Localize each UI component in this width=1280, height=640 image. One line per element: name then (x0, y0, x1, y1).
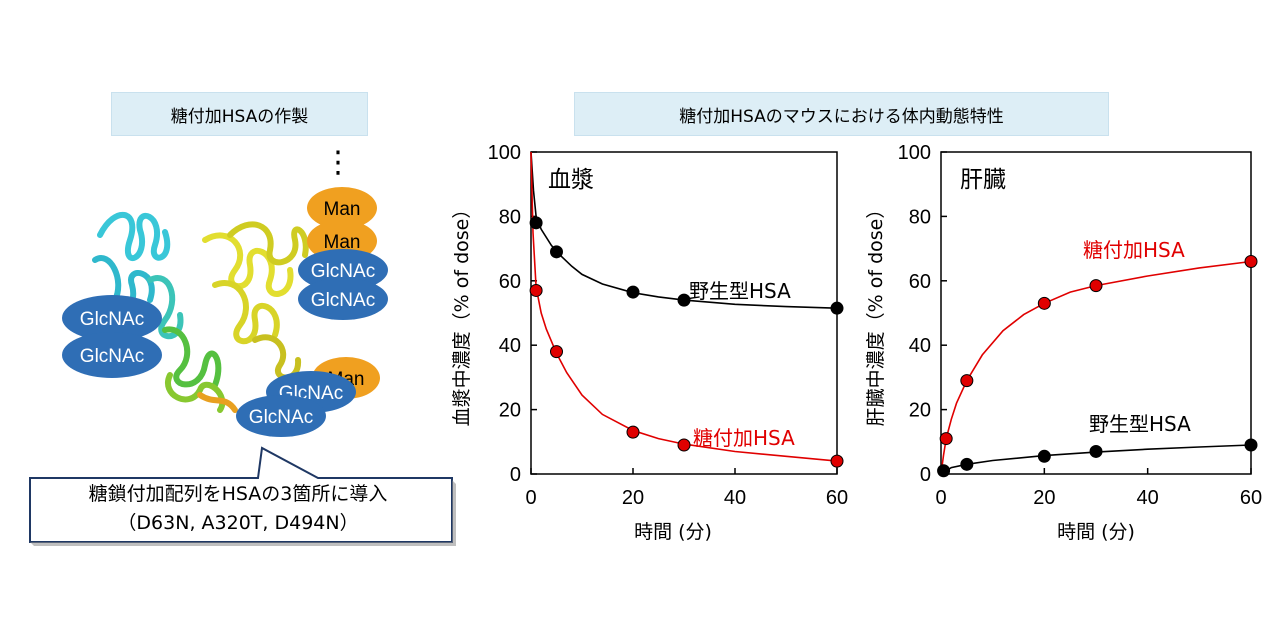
y-tick-label: 40 (909, 335, 931, 357)
x-axis-label: 時間 (分) (634, 521, 712, 543)
glycan-top-right: ⋮ Man Man GlcNAc GlcNAc (298, 145, 388, 320)
ellipsis-icon: ⋮ (323, 145, 353, 180)
data-point (1089, 444, 1103, 458)
data-points (529, 216, 844, 468)
glcnac-label: GlcNAc (311, 290, 375, 311)
y-tick-label: 80 (909, 206, 931, 228)
data-point (1037, 296, 1051, 310)
series-label-wildtype: 野生型HSA (689, 279, 791, 303)
data-point (550, 345, 563, 359)
data-point (626, 425, 640, 439)
data-point (1089, 279, 1103, 293)
y-tick-label: 20 (499, 400, 521, 422)
glcnac-ellipse (298, 278, 388, 320)
series-label-glycosylated: 糖付加HSA (693, 426, 795, 450)
y-tick-label: 100 (488, 142, 521, 164)
man-label: Man (324, 232, 361, 253)
data-point (529, 283, 543, 297)
data-point (550, 245, 563, 259)
fit-curves (940, 260, 1252, 475)
data-point (830, 301, 844, 315)
right-title: 糖付加HSAのマウスにおける体内動態特性 (574, 92, 1109, 136)
glcnac-ellipse (62, 295, 162, 341)
data-point (1244, 438, 1258, 452)
x-tick-label: 40 (1137, 487, 1159, 509)
glycan-left: GlcNAc GlcNAc (62, 295, 162, 378)
man-ellipse (307, 187, 377, 229)
plot-frame (940, 151, 1252, 475)
callout-line-1: 糖鎖付加配列をHSAの3箇所に導入 (88, 483, 388, 505)
data-point (1037, 449, 1051, 463)
man-label: Man (324, 199, 361, 220)
data-point (529, 216, 543, 230)
glcnac-label: GlcNAc (311, 261, 375, 282)
series-label-glycosylated: 糖付加HSA (1083, 238, 1185, 262)
data-point (1244, 254, 1258, 268)
y-tick-label: 80 (499, 206, 521, 228)
x-tick-label: 0 (935, 487, 946, 509)
glycan-bottom-right: Man GlcNAc GlcNAc (236, 357, 380, 437)
glcnac-label: GlcNAc (249, 407, 313, 428)
y-tick-label: 60 (499, 271, 521, 293)
callout-text: 糖鎖付加配列をHSAの3箇所に導入 （D63N, A320T, D494N） (28, 480, 448, 538)
y-tick-label: 20 (909, 400, 931, 422)
y-tick-label: 100 (898, 142, 931, 164)
y-tick-label: 60 (909, 271, 931, 293)
series-curve (940, 260, 1252, 475)
glcnac-ellipse (298, 249, 388, 291)
y-tick-label: 0 (510, 464, 521, 486)
data-point (937, 464, 951, 478)
x-axis-ticks: 0 20 40 60 (525, 468, 848, 509)
x-tick-label: 20 (1033, 487, 1055, 509)
data-point (677, 293, 691, 307)
glycosylation-diagram: GlcNAc GlcNAc ⋮ Man Man GlcNAc GlcNAc Ma… (29, 145, 456, 546)
x-tick-label: 40 (724, 487, 746, 509)
glcnac-label: GlcNAc (80, 309, 144, 330)
glcnac-ellipse (62, 332, 162, 378)
y-tick-label: 0 (920, 464, 931, 486)
data-points (937, 254, 1258, 478)
data-point (626, 285, 640, 299)
x-tick-label: 20 (622, 487, 644, 509)
series-label-wildtype: 野生型HSA (1089, 412, 1191, 436)
data-point (939, 432, 953, 446)
x-tick-label: 0 (525, 487, 536, 509)
left-title: 糖付加HSAの作製 (111, 92, 368, 136)
panel-label: 血漿 (548, 167, 594, 193)
x-tick-label: 60 (1240, 487, 1262, 509)
y-axis-ticks: 0 20 40 60 80 100 (488, 142, 537, 486)
glcnac-ellipse (236, 395, 326, 437)
data-point (960, 457, 974, 471)
x-tick-label: 60 (826, 487, 848, 509)
y-axis-label: 血漿中濃度（% of dose） (451, 200, 473, 427)
data-point (960, 374, 974, 388)
callout-line-2: （D63N, A320T, D494N） (117, 512, 359, 534)
x-axis-label: 時間 (分) (1057, 521, 1135, 543)
y-axis-ticks: 0 20 40 60 80 100 (898, 142, 947, 486)
data-point (677, 438, 691, 452)
glcnac-label: GlcNAc (80, 346, 144, 367)
y-axis-label: 肝臓中濃度（% of dose） (865, 200, 887, 427)
data-point (830, 454, 844, 468)
panel-label: 肝臓 (960, 167, 1006, 193)
y-tick-label: 40 (499, 335, 521, 357)
